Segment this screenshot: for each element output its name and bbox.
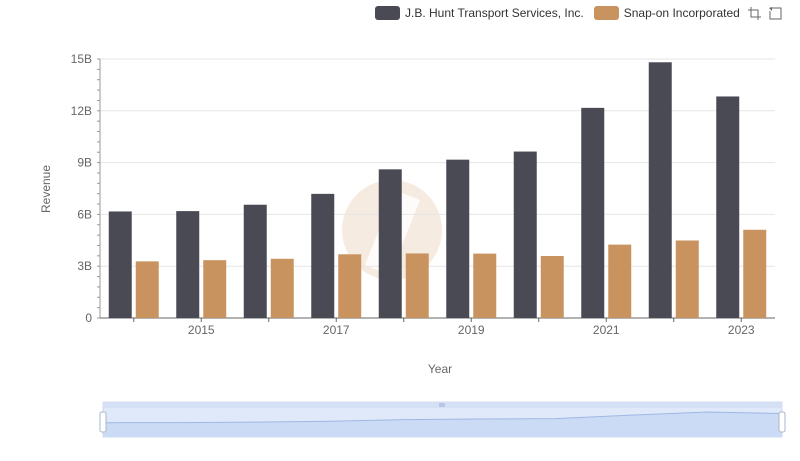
bar-snap-on-2020[interactable] [540, 256, 564, 318]
y-axis: 0 3B 6B 9B 12B 15B [71, 52, 101, 325]
zoom-grip-icon [439, 403, 445, 407]
y-tick-label: 12B [71, 104, 92, 118]
legend-item-jb-hunt[interactable]: J.B. Hunt Transport Services, Inc. [375, 6, 584, 20]
y-tick-label: 0 [85, 311, 92, 325]
y-tick-label: 3B [77, 259, 92, 273]
data-zoom-slider[interactable] [99, 401, 786, 438]
zoom-handle-right[interactable] [778, 411, 786, 433]
toolbox [747, 6, 789, 21]
grid-lines [100, 58, 775, 319]
y-tick-label: 6B [77, 207, 92, 221]
x-tick-label: 2021 [593, 323, 620, 337]
bar-snap-on-2014[interactable] [135, 261, 159, 318]
legend-label: J.B. Hunt Transport Services, Inc. [405, 6, 584, 20]
bar-snap-on-2023[interactable] [743, 229, 767, 318]
bar-jb-hunt-2016[interactable] [243, 204, 267, 318]
bar-jb-hunt-2022[interactable] [648, 62, 672, 318]
y-axis-label: Revenue [39, 164, 53, 214]
bar-snap-on-2022[interactable] [675, 240, 699, 318]
x-tick-label: 2023 [728, 323, 755, 337]
bar-jb-hunt-2017[interactable] [311, 193, 335, 318]
bar-snap-on-2016[interactable] [270, 258, 294, 318]
bar-jb-hunt-2020[interactable] [513, 151, 537, 318]
legend: J.B. Hunt Transport Services, Inc. Snap-… [375, 4, 750, 22]
bar-snap-on-2019[interactable] [473, 253, 497, 318]
bar-jb-hunt-2014[interactable] [108, 211, 132, 318]
x-tick-label: 2017 [323, 323, 350, 337]
bar-snap-on-2021[interactable] [608, 244, 632, 318]
x-tick-label: 2019 [458, 323, 485, 337]
zoom-icon[interactable] [747, 6, 762, 21]
y-tick-label: 9B [77, 156, 92, 170]
bars [108, 62, 767, 319]
zoom-handle-left[interactable] [99, 411, 107, 433]
zoom-preview-line [102, 411, 783, 424]
legend-item-snap-on[interactable]: Snap-on Incorporated [593, 6, 740, 20]
bar-jb-hunt-2019[interactable] [446, 159, 470, 318]
zoom-preview-area [103, 412, 782, 437]
restore-icon[interactable] [768, 6, 783, 21]
bar-jb-hunt-2023[interactable] [716, 96, 740, 319]
legend-label: Snap-on Incorporated [623, 6, 740, 20]
x-tick-label: 2015 [188, 323, 215, 337]
bar-jb-hunt-2018[interactable] [378, 169, 402, 318]
bar-snap-on-2018[interactable] [405, 253, 429, 318]
x-axis-label: Year [427, 362, 453, 376]
bar-snap-on-2015[interactable] [203, 260, 227, 318]
y-tick-label: 15B [71, 52, 92, 66]
bar-snap-on-2017[interactable] [338, 254, 362, 318]
bar-jb-hunt-2015[interactable] [176, 211, 200, 318]
zoom-move-handle[interactable] [103, 402, 782, 408]
legend-swatch [375, 6, 400, 20]
x-axis: 2015 2017 2019 2021 2023 [100, 317, 775, 337]
legend-swatch [593, 6, 619, 20]
bar-jb-hunt-2021[interactable] [581, 107, 605, 318]
